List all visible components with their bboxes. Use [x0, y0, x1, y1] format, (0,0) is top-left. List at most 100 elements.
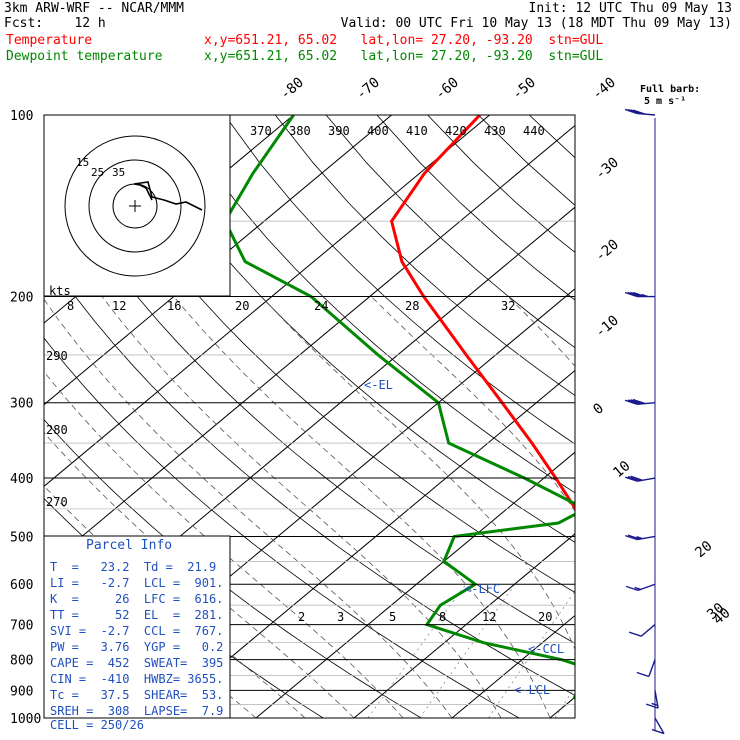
- theta-e-label: 390: [328, 124, 350, 138]
- isotherm: [549, 696, 575, 718]
- mixing-ratio-label: 8: [67, 299, 74, 313]
- parcel-row-t: T = 23.2 Td = 21.9: [50, 560, 217, 574]
- level-marker-label: <-LFC: [464, 582, 500, 596]
- hodograph-ring: [64, 135, 206, 277]
- plot-frame: [43, 114, 576, 719]
- wind-barb: [625, 475, 656, 482]
- theta-label: 290: [46, 349, 68, 363]
- temperature-profile: [389, 115, 575, 512]
- isotherm: [44, 115, 392, 406]
- parcel-row-cape: CAPE = 452 SWEAT= 395: [50, 656, 224, 670]
- wind-barb-flag: [624, 291, 638, 298]
- isotherm-label: -50: [509, 75, 539, 104]
- isotherm-label: 20: [692, 538, 715, 561]
- forecast-hour: Fcst: 12 h: [4, 16, 106, 31]
- wind-barb-flag: [630, 399, 643, 405]
- level-marker-label: <-LCL: [514, 683, 550, 697]
- wind-barb-staff: [648, 659, 656, 677]
- dry-adiabat: [274, 115, 575, 397]
- wind-barb-flag: [628, 631, 642, 637]
- pressure-tick-label: 700: [10, 619, 33, 634]
- pressure-tick-label: 600: [10, 578, 33, 593]
- isotherm-label: -60: [432, 75, 462, 104]
- pressure-tick-label: 100: [10, 109, 33, 124]
- init-time: Init: 12 UTC Thu 09 May 13: [528, 1, 733, 16]
- wind-barb-staff: [640, 624, 656, 637]
- wind-barb-flag: [630, 475, 643, 481]
- isotherm-label: -70: [353, 75, 383, 104]
- wind-barb-flag: [632, 291, 646, 298]
- wind-barb: [636, 659, 656, 678]
- mixing-ratio-label-low: 5: [389, 610, 396, 624]
- parcel-row-sreh: SREH = 308 LAPSE= 7.9: [50, 704, 224, 718]
- barb-legend-title: Full barb:: [640, 84, 700, 95]
- moist-adiabat: [173, 296, 551, 718]
- isotherm: [44, 124, 575, 569]
- mixing-ratio-label-low: 3: [337, 610, 344, 624]
- wind-barb-staff: [637, 477, 656, 482]
- wind-barb-flag: [651, 702, 658, 707]
- theta-e-label: 410: [406, 124, 428, 138]
- dewpoint-legend: Dewpoint temperature: [6, 49, 163, 64]
- temperature-location: x,y=651.21, 65.02 lat,lon= 27.20, -93.20…: [204, 33, 604, 48]
- wind-barb-flag: [624, 399, 638, 405]
- parcel-row-cin: CIN = -410 HWBZ= 3655.: [50, 672, 224, 686]
- wind-barb-flag: [625, 534, 638, 541]
- dry-adiabat: [732, 115, 740, 718]
- theta-e-label: 370: [250, 124, 272, 138]
- theta-e-label: 380: [289, 124, 311, 138]
- wind-barb-flag: [651, 728, 665, 735]
- theta-label: 280: [46, 423, 68, 437]
- dry-adiabat: [681, 115, 740, 718]
- pressure-tick-label: 200: [10, 291, 33, 306]
- wind-barb-staff: [637, 583, 656, 592]
- dewpoint-location: x,y=651.21, 65.02 lat,lon= 27.20, -93.20…: [204, 49, 604, 64]
- model-title: 3km ARW-WRF -- NCAR/MMM: [4, 1, 185, 16]
- wind-barb-flag: [627, 399, 640, 405]
- parcel-row-svi: SVI = -2.7 CCL = 767.: [50, 624, 224, 638]
- mixing-ratio-label: 32: [501, 299, 515, 313]
- wind-barb-flag: [625, 476, 638, 482]
- wind-barb: [645, 690, 659, 709]
- theta-e-label: 400: [367, 124, 389, 138]
- hodograph-ring-label: 35: [112, 166, 125, 179]
- mixing-ratio-label: 24: [314, 299, 328, 313]
- isotherm-label: -20: [592, 237, 622, 266]
- hodograph-ring-label: 25: [91, 166, 104, 179]
- mixing-ratio-label-low: 20: [538, 610, 552, 624]
- wind-barb-flag: [627, 534, 641, 540]
- wind-barb-flag: [636, 671, 650, 678]
- isotherm-label: -30: [592, 155, 622, 184]
- wind-barb-staff: [637, 402, 656, 405]
- mixing-ratio-label-low: 12: [482, 610, 496, 624]
- isotherm-label: -40: [589, 75, 619, 104]
- pressure-tick-label: 900: [10, 684, 33, 699]
- dry-adiabat: [580, 115, 740, 718]
- parcel-row-tt: TT = 52 EL = 281.: [50, 608, 224, 622]
- wind-barb-flag: [625, 585, 639, 592]
- wind-barb-staff: [637, 535, 656, 541]
- parcel-info-title: Parcel Info: [86, 538, 173, 553]
- mixing-ratio-line: [615, 584, 699, 718]
- wind-barb-flag: [634, 586, 641, 591]
- theta-label: 270: [46, 495, 68, 509]
- wind-barb-flag: [630, 291, 643, 298]
- moist-adiabat: [261, 296, 575, 651]
- pressure-tick-label: 500: [10, 530, 33, 545]
- dry-adiabat: [427, 115, 575, 253]
- temperature-legend: Temperature: [6, 33, 93, 48]
- dry-adiabat: [478, 115, 575, 206]
- theta-e-label: 440: [523, 124, 545, 138]
- wind-barb-staff: [654, 717, 665, 734]
- mixing-ratio-label: 20: [235, 299, 249, 313]
- isotherm-label: 0: [590, 400, 607, 418]
- dry-adiabat: [224, 115, 575, 445]
- mixing-ratio-label: 12: [112, 299, 126, 313]
- moist-adiabat: [371, 296, 575, 513]
- mixing-ratio-label: 28: [405, 299, 419, 313]
- level-marker-label: <-CCL: [528, 642, 564, 656]
- isotherm-label: -80: [277, 75, 307, 104]
- wind-barb: [628, 624, 656, 637]
- parcel-info-box: [43, 535, 231, 719]
